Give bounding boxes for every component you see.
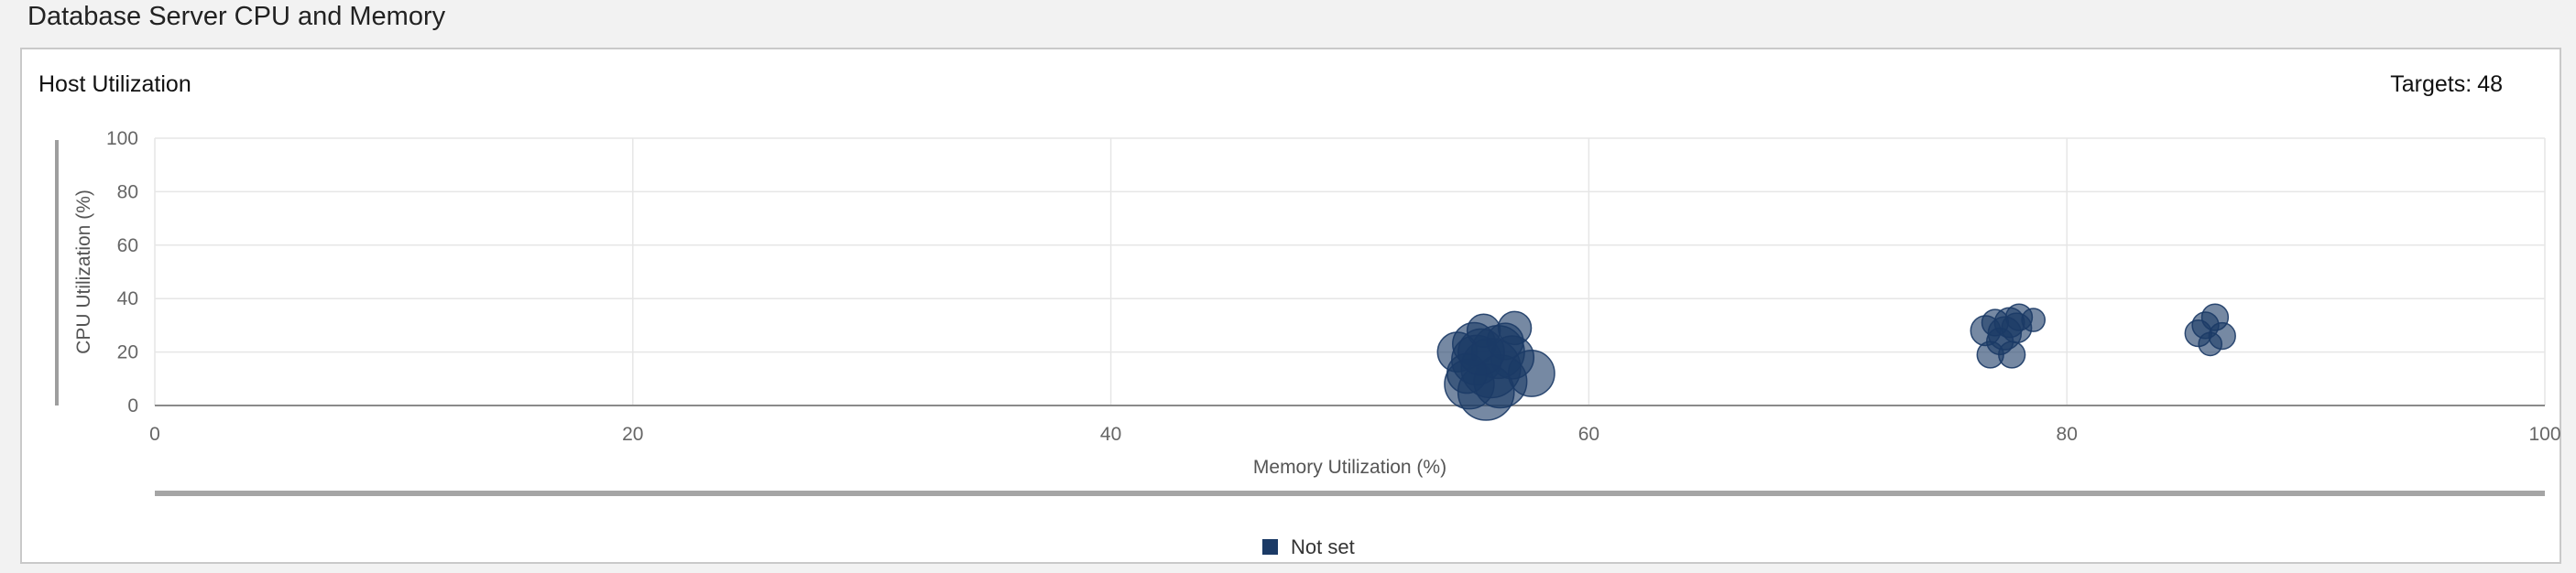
x-axis-title: Memory Utilization (%) <box>1253 457 1446 478</box>
x-tick-label: 40 <box>1100 424 1121 445</box>
x-tick-label: 100 <box>2528 424 2560 445</box>
data-point[interactable] <box>1457 328 1505 376</box>
x-tick-label: 0 <box>149 424 160 445</box>
y-tick-label: 0 <box>127 395 138 416</box>
chart-grid <box>154 137 2546 406</box>
targets-value: 48 <box>2477 71 2503 97</box>
y-axis-title: CPU Utilization (%) <box>73 189 94 354</box>
x-tick-label: 80 <box>2057 424 2078 445</box>
y-tick-label: 60 <box>117 235 138 256</box>
x-tick-labels: 0 20 40 60 80 100 <box>149 424 2560 445</box>
y-tick-labels: 0 20 40 60 80 100 <box>106 128 138 416</box>
data-points <box>1436 303 2236 421</box>
host-utilization-panel <box>20 48 2561 564</box>
y-range-scrollbar[interactable] <box>55 140 59 405</box>
panel-title: Host Utilization <box>38 71 191 97</box>
x-range-scrollbar[interactable] <box>155 491 2545 496</box>
targets-label: Targets: <box>2390 71 2472 97</box>
targets-count: Targets: 48 <box>2385 71 2503 98</box>
x-tick-label: 20 <box>622 424 643 445</box>
x-tick-label: 60 <box>1578 424 1599 445</box>
legend[interactable]: Not set <box>1262 535 1355 558</box>
data-point[interactable] <box>1993 307 2025 339</box>
y-tick-label: 80 <box>117 181 138 202</box>
y-tick-label: 40 <box>117 288 138 309</box>
legend-label: Not set <box>1291 535 1355 558</box>
y-tick-label: 100 <box>106 128 138 149</box>
page-title: Database Server CPU and Memory <box>27 2 446 31</box>
data-point[interactable] <box>2198 331 2223 357</box>
y-tick-label: 20 <box>117 342 138 363</box>
legend-swatch <box>1262 539 1278 555</box>
